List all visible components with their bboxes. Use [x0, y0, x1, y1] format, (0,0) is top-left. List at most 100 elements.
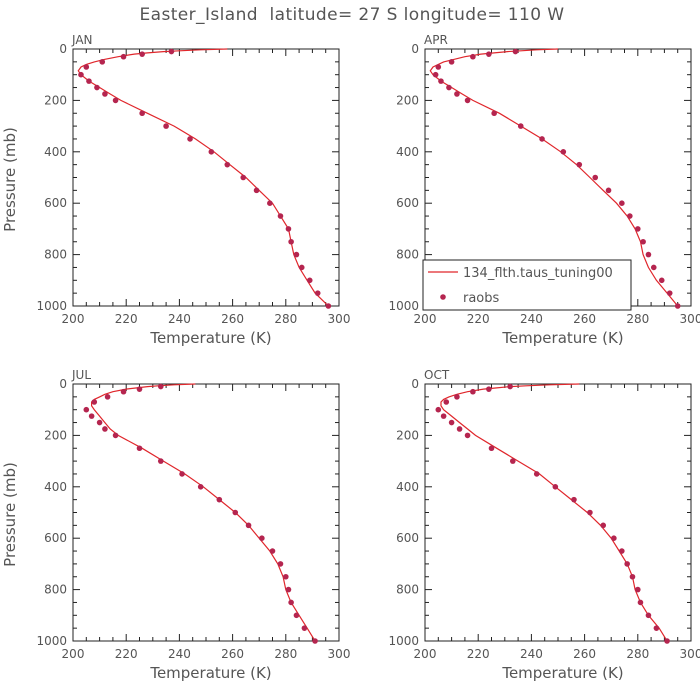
y-tick-label: 1000: [388, 299, 419, 313]
raobs-point: [571, 496, 577, 503]
raobs-point: [86, 78, 92, 84]
raobs-point: [539, 136, 545, 142]
raobs-point: [470, 388, 476, 395]
panel-label: OCT: [424, 368, 450, 382]
raobs-point: [488, 445, 495, 452]
raobs-point: [120, 388, 127, 395]
raobs-point: [136, 386, 143, 392]
raobs-point: [629, 573, 636, 580]
y-tick-label: 200: [396, 93, 419, 107]
raobs-point: [509, 458, 516, 464]
raobs-point: [232, 509, 239, 516]
raobs-point: [624, 561, 630, 567]
raobs-point: [288, 599, 294, 606]
raobs-point: [301, 625, 308, 631]
raobs-point: [533, 471, 540, 477]
raobs-point: [78, 71, 84, 78]
raobs-point: [139, 51, 145, 57]
raobs-point: [512, 48, 519, 55]
raobs-point: [240, 174, 247, 181]
raobs-point: [486, 51, 492, 57]
raobs-point: [83, 64, 90, 70]
x-tick-label: 280: [626, 647, 649, 661]
panel-apr: 200 220 240 260 280 300 0 200 400 600 800 1000 Tempe…: [388, 33, 700, 347]
y-tick-label: 600: [44, 531, 67, 545]
y-tick-label: 1000: [36, 299, 67, 313]
raobs-point: [486, 386, 492, 392]
raobs-point: [611, 535, 617, 541]
raobs-point: [627, 213, 633, 219]
raobs-point: [288, 238, 294, 245]
x-tick-label: 300: [680, 647, 700, 661]
raobs-point: [285, 586, 292, 593]
y-tick-label: 800: [44, 248, 67, 262]
raobs-point: [325, 303, 332, 309]
x-tick-label: 260: [221, 647, 244, 661]
model-series-line: [429, 48, 679, 307]
raobs-point: [267, 200, 273, 206]
raobs-point: [104, 394, 111, 400]
x-tick-label: 200: [414, 312, 437, 326]
y-tick-label: 600: [396, 196, 419, 210]
panels: 200 220 240 260 280 300 0 200 400 600 800 1000 Tempe…: [1, 33, 700, 682]
panel-jan: 200 220 240 260 280 300 0 200 400 600 800 1000 Tempe…: [1, 33, 350, 347]
x-tick-label: 300: [328, 647, 351, 661]
raobs-point: [312, 638, 318, 644]
raobs-point: [517, 123, 524, 129]
raobs-point: [99, 59, 106, 65]
raobs-point: [435, 406, 442, 413]
raobs-point: [112, 97, 119, 104]
raobs-point: [293, 612, 300, 619]
x-axis-label: Temperature (K): [149, 329, 271, 347]
raobs-point: [277, 213, 284, 219]
raobs-point: [187, 136, 193, 142]
raobs-point: [120, 53, 127, 60]
raobs-point: [245, 522, 252, 529]
x-tick-label: 280: [626, 312, 649, 326]
raobs-point: [674, 303, 681, 309]
raobs-point: [139, 110, 145, 117]
raobs-point: [88, 413, 95, 419]
raobs-point: [576, 161, 583, 168]
y-tick-label: 0: [411, 42, 419, 56]
raobs-point: [637, 599, 644, 606]
raobs-point: [112, 432, 119, 439]
raobs-point: [640, 238, 646, 245]
plot-frame: [424, 383, 692, 642]
legend-box: [422, 259, 632, 311]
y-tick-label: 800: [44, 583, 67, 597]
raobs-point: [658, 277, 665, 284]
raobs-point: [635, 226, 641, 232]
raobs-point: [432, 71, 439, 78]
raobs-point: [464, 432, 471, 439]
raobs-point: [552, 484, 559, 490]
raobs-point: [440, 413, 447, 419]
x-axis-label: Temperature (K): [149, 664, 271, 682]
legend-model-label: 134_flth.taus_tuning00: [463, 266, 613, 281]
raobs-point: [314, 290, 321, 296]
raobs-point: [507, 383, 513, 390]
y-tick-label: 800: [396, 583, 419, 597]
raobs-point: [285, 226, 292, 232]
x-axis-label: Temperature (K): [501, 329, 623, 347]
raobs-point: [605, 187, 612, 194]
raobs-point: [587, 509, 593, 516]
y-tick-label: 200: [44, 428, 67, 442]
x-tick-label: 200: [62, 312, 85, 326]
raobs-point: [102, 426, 108, 432]
raobs-point: [448, 59, 455, 65]
raobs-point: [456, 426, 463, 432]
raobs-point: [592, 174, 599, 181]
raobs-point: [168, 48, 175, 55]
x-tick-label: 240: [168, 312, 191, 326]
raobs-point: [446, 84, 452, 91]
legend-raobs-label: raobs: [463, 291, 500, 306]
y-tick-label: 400: [396, 480, 419, 494]
y-tick-label: 0: [411, 377, 419, 391]
x-tick-label: 300: [680, 312, 700, 326]
y-axis-label: Pressure (mb): [1, 462, 19, 567]
raobs-point: [448, 419, 455, 426]
y-tick-label: 1000: [36, 634, 67, 648]
x-tick-label: 220: [115, 647, 138, 661]
